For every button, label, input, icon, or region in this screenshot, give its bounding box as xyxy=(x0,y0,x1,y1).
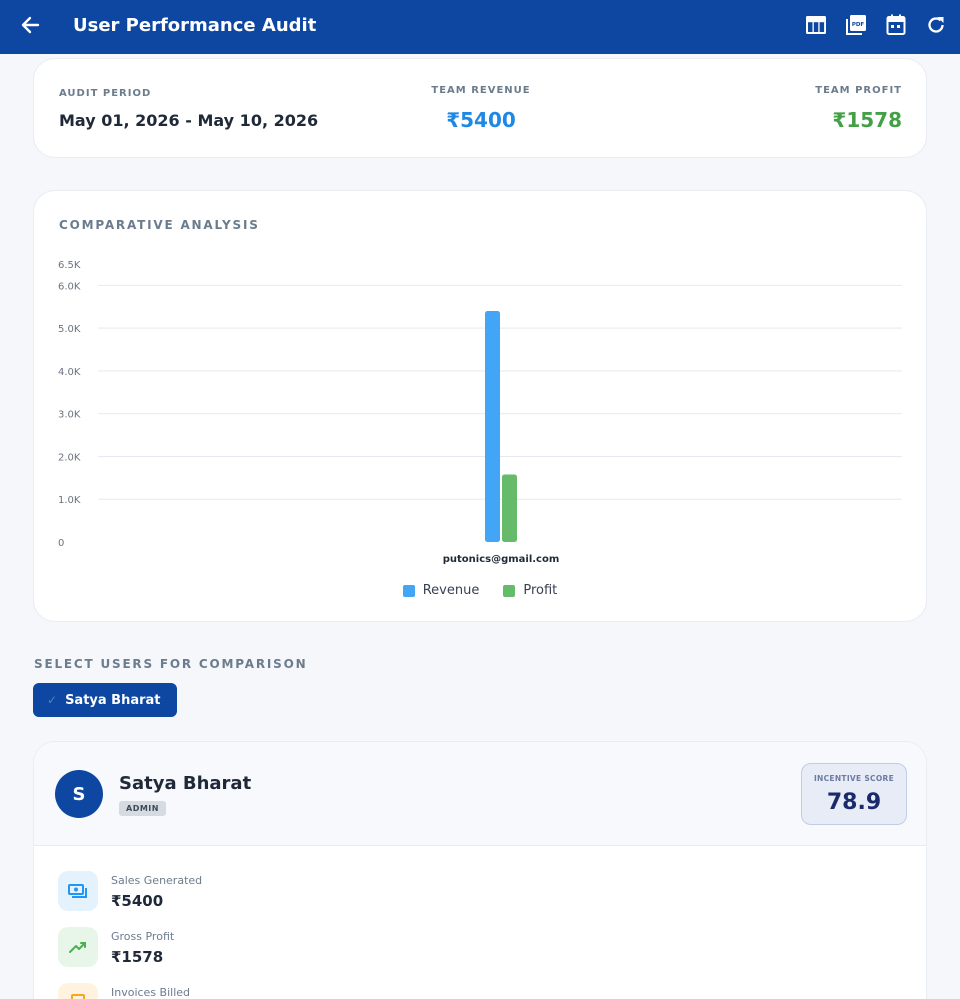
pdf-icon: PDF xyxy=(845,14,867,40)
user-chip-label: Satya Bharat xyxy=(65,692,161,708)
user-performance-card: S Satya Bharat ADMIN INCENTIVE SCORE 78.… xyxy=(33,741,927,999)
legend-item-revenue[interactable]: Revenue xyxy=(402,583,480,598)
table-view-button[interactable] xyxy=(802,13,830,41)
check-icon: ✓ xyxy=(47,693,58,707)
y-tick-label: 5.0K xyxy=(58,324,81,335)
legend-label-profit: Profit xyxy=(523,583,558,598)
comparative-analysis-card: COMPARATIVE ANALYSIS 0 1.0K 2.0K 3.0K 4.0K 5.… xyxy=(33,190,927,622)
bar-revenue xyxy=(485,311,500,542)
incentive-score-value: 78.9 xyxy=(826,790,882,815)
team-profit-label: TEAM PROFIT xyxy=(815,85,902,96)
back-button[interactable] xyxy=(16,13,44,41)
stat-label: Gross Profit xyxy=(111,930,175,943)
y-tick-label: 6.0K xyxy=(58,281,81,292)
incentive-score-box: INCENTIVE SCORE 78.9 xyxy=(801,763,907,825)
audit-period-label: AUDIT PERIOD xyxy=(59,88,152,99)
audit-period-value: May 01, 2026 - May 10, 2026 xyxy=(59,111,319,130)
y-tick-label: 3.0K xyxy=(58,410,81,421)
svg-text:PDF: PDF xyxy=(852,22,865,28)
profit-swatch xyxy=(503,584,516,597)
calendar-icon xyxy=(886,14,906,40)
receipt-icon xyxy=(58,983,98,999)
date-range-button[interactable] xyxy=(882,13,910,41)
revenue-swatch xyxy=(402,584,415,597)
arrow-back-icon xyxy=(20,15,40,39)
y-tick-label: 6.5K xyxy=(58,260,81,271)
bar-profit xyxy=(502,474,517,542)
role-badge: ADMIN xyxy=(119,801,166,816)
user-name: Satya Bharat xyxy=(119,773,252,794)
legend-label-revenue: Revenue xyxy=(422,583,480,598)
chart-legend: Revenue Profit xyxy=(34,583,926,598)
team-revenue-value: ₹5400 xyxy=(446,108,516,132)
y-tick-label: 4.0K xyxy=(58,367,81,378)
cash-icon xyxy=(58,871,98,911)
select-users-title: SELECT USERS FOR COMPARISON xyxy=(34,657,308,671)
y-tick-label: 2.0K xyxy=(58,452,81,463)
stat-gross-profit: Gross Profit ₹1578 xyxy=(58,927,458,971)
stat-value: ₹5400 xyxy=(111,892,164,910)
user-chip-satya-bharat[interactable]: ✓ Satya Bharat xyxy=(33,683,177,717)
page-title: User Performance Audit xyxy=(73,15,317,36)
y-tick-label: 0 xyxy=(58,538,64,549)
team-revenue-label: TEAM REVENUE xyxy=(431,85,531,96)
chart-section-title: COMPARATIVE ANALYSIS xyxy=(59,218,260,232)
team-profit-value: ₹1578 xyxy=(832,108,902,132)
table-icon xyxy=(805,15,827,39)
user-card-header: S Satya Bharat ADMIN INCENTIVE SCORE 78.… xyxy=(34,742,926,846)
export-pdf-button[interactable]: PDF xyxy=(842,13,870,41)
stat-invoices-billed: Invoices Billed xyxy=(58,983,458,999)
comparative-bar-chart: 0 1.0K 2.0K 3.0K 4.0K 5.0K 6.0K 6.5K putonics@gm… xyxy=(58,260,902,565)
refresh-icon xyxy=(926,15,946,39)
stat-label: Invoices Billed xyxy=(111,986,191,999)
x-tick-label: putonics@gmail.com xyxy=(443,554,560,565)
legend-item-profit[interactable]: Profit xyxy=(503,583,557,598)
toolbar-actions: PDF xyxy=(802,13,950,41)
stat-sales-generated: Sales Generated ₹5400 xyxy=(58,871,458,915)
incentive-score-label: INCENTIVE SCORE xyxy=(813,774,895,783)
y-tick-label: 1.0K xyxy=(58,495,81,506)
stat-label: Sales Generated xyxy=(111,874,203,887)
stat-value: ₹1578 xyxy=(111,948,164,966)
refresh-button[interactable] xyxy=(922,13,950,41)
trending-up-icon xyxy=(58,927,98,967)
app-bar: User Performance Audit PDF xyxy=(0,0,960,54)
avatar: S xyxy=(55,770,103,818)
summary-card: AUDIT PERIOD May 01, 2026 - May 10, 2026… xyxy=(33,58,927,158)
